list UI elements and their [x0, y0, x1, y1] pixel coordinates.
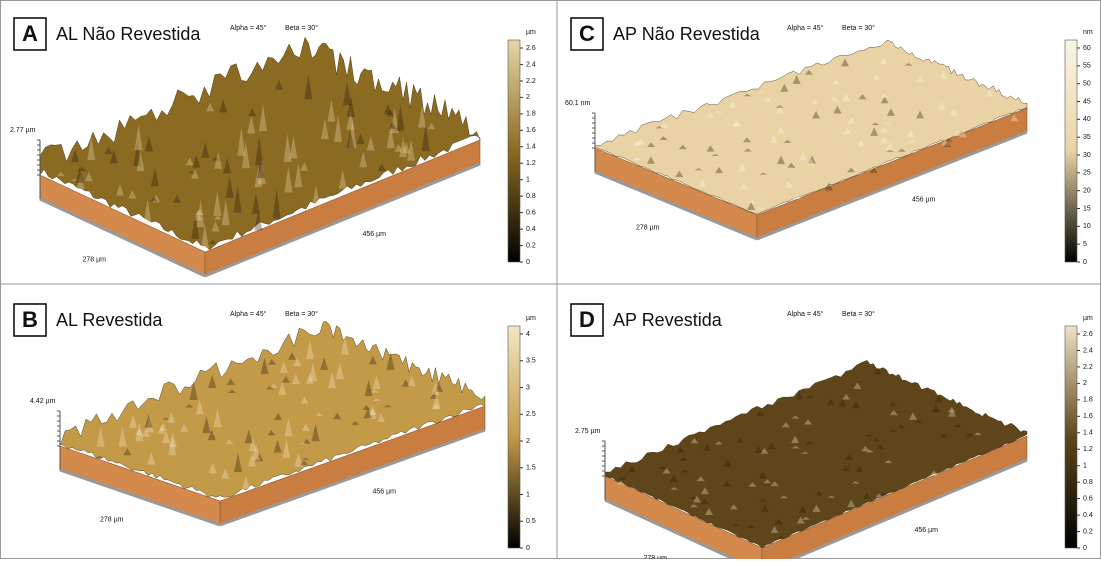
panel-title: AP Não Revestida	[613, 24, 761, 44]
colorbar-tick-label: 1.8	[1083, 397, 1093, 404]
beta-label: Beta = 30°	[842, 24, 875, 32]
colorbar-unit: µm	[526, 315, 536, 322]
width-label: 456 µm	[363, 231, 387, 238]
panel-letter: A	[22, 21, 38, 46]
colorbar-tick-label: 0	[1083, 545, 1087, 552]
colorbar-tick-label: 1	[526, 491, 530, 498]
colorbar-tick-label: 0	[526, 259, 530, 266]
alpha-label: Alpha = 45°	[230, 310, 267, 318]
colorbar	[508, 40, 520, 262]
panel-title: AL Revestida	[56, 310, 163, 330]
colorbar-tick-label: 0.8	[526, 193, 536, 200]
colorbar-tick-label: 25	[1083, 170, 1091, 177]
panel-letter: D	[579, 307, 595, 332]
panel: 2.77 µm 278 µm 456 µm A AL Não Revestida Alph…	[10, 18, 536, 276]
colorbar-tick-label: 0.8	[1083, 479, 1093, 486]
colorbar-tick-label: 2.5	[526, 411, 536, 418]
colorbar-tick-label: 1	[526, 177, 530, 184]
colorbar-unit: nm	[1083, 29, 1093, 36]
panel: 2.75 µm 278 µm 456 µm D AP Revestida Alpha = …	[571, 304, 1093, 559]
figure: 2.77 µm 278 µm 456 µm A AL Não Revestida Alph…	[0, 0, 1101, 559]
depth-label: 278 µm	[636, 224, 660, 231]
colorbar	[1065, 40, 1077, 262]
colorbar-tick-label: 2	[526, 94, 530, 101]
alpha-label: Alpha = 45°	[230, 24, 267, 32]
panel-letter: C	[579, 21, 595, 46]
colorbar-tick-label: 40	[1083, 116, 1091, 123]
colorbar-tick-label: 2.2	[1083, 364, 1093, 371]
colorbar-tick-label: 2.4	[526, 61, 536, 68]
height-label: 2.77 µm	[10, 127, 36, 134]
colorbar-tick-label: 1.2	[526, 160, 536, 167]
width-label: 456 µm	[915, 527, 939, 534]
colorbar-tick-label: 45	[1083, 98, 1091, 105]
colorbar-tick-label: 0	[1083, 259, 1087, 266]
colorbar-tick-label: 3	[526, 384, 530, 391]
width-label: 456 µm	[912, 196, 936, 203]
colorbar-unit: µm	[526, 29, 536, 36]
colorbar-tick-label: 15	[1083, 205, 1091, 212]
colorbar-tick-label: 2.6	[526, 45, 536, 52]
colorbar-tick-label: 2.2	[526, 78, 536, 85]
colorbar-tick-label: 3.5	[526, 358, 536, 365]
panel-letter: B	[22, 307, 38, 332]
colorbar-tick-label: 1.4	[1083, 430, 1093, 437]
alpha-label: Alpha = 45°	[787, 24, 824, 32]
beta-label: Beta = 30°	[285, 24, 318, 32]
colorbar-tick-label: 2	[1083, 380, 1087, 387]
colorbar-tick-label: 1.2	[1083, 446, 1093, 453]
height-label: 4.42 µm	[30, 398, 56, 405]
colorbar-tick-label: 10	[1083, 223, 1091, 230]
colorbar-tick-label: 0.4	[526, 226, 536, 233]
colorbar-tick-label: 1	[1083, 463, 1087, 470]
panel-title: AP Revestida	[613, 310, 723, 330]
colorbar-tick-label: 60	[1083, 45, 1091, 52]
height-label: 2.75 µm	[575, 428, 601, 435]
colorbar-tick-label: 0.6	[526, 209, 536, 216]
colorbar-tick-label: 1.8	[526, 111, 536, 118]
colorbar-tick-label: 2	[526, 438, 530, 445]
colorbar	[508, 326, 520, 548]
alpha-label: Alpha = 45°	[787, 310, 824, 318]
colorbar-tick-label: 1.4	[526, 144, 536, 151]
colorbar-tick-label: 0.2	[1083, 528, 1093, 535]
height-label: 60.1 nm	[565, 100, 590, 107]
colorbar-unit: µm	[1083, 315, 1093, 322]
width-label: 456 µm	[373, 488, 397, 495]
beta-label: Beta = 30°	[842, 310, 875, 318]
colorbar-tick-label: 2.4	[1083, 347, 1093, 354]
colorbar-tick-label: 2.6	[1083, 331, 1093, 338]
colorbar-tick-label: 35	[1083, 134, 1091, 141]
colorbar-tick-label: 4	[526, 331, 530, 338]
colorbar-tick-label: 55	[1083, 63, 1091, 70]
panel: 4.42 µm 278 µm 456 µm B AL Revestida Alpha = …	[14, 304, 536, 552]
panel: 60.1 nm 278 µm 456 µm C AP Não Revestida Alph…	[565, 18, 1093, 266]
colorbar	[1065, 326, 1077, 548]
depth-label: 278 µm	[644, 555, 668, 559]
colorbar-tick-label: 0.6	[1083, 495, 1093, 502]
colorbar-tick-label: 30	[1083, 152, 1091, 159]
colorbar-tick-label: 1.6	[1083, 413, 1093, 420]
colorbar-tick-label: 50	[1083, 81, 1091, 88]
colorbar-tick-label: 0.5	[526, 518, 536, 525]
panel-title: AL Não Revestida	[56, 24, 201, 44]
colorbar-tick-label: 0.4	[1083, 512, 1093, 519]
depth-label: 278 µm	[83, 256, 107, 263]
colorbar-tick-label: 5	[1083, 241, 1087, 248]
colorbar-tick-label: 0.2	[526, 242, 536, 249]
beta-label: Beta = 30°	[285, 310, 318, 318]
colorbar-tick-label: 20	[1083, 188, 1091, 195]
colorbar-tick-label: 1.6	[526, 127, 536, 134]
colorbar-tick-label: 1.5	[526, 465, 536, 472]
depth-label: 278 µm	[100, 516, 124, 523]
colorbar-tick-label: 0	[526, 545, 530, 552]
